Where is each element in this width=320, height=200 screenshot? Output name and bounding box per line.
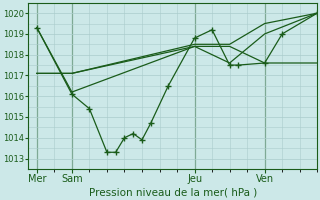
- X-axis label: Pression niveau de la mer( hPa ): Pression niveau de la mer( hPa ): [89, 187, 257, 197]
